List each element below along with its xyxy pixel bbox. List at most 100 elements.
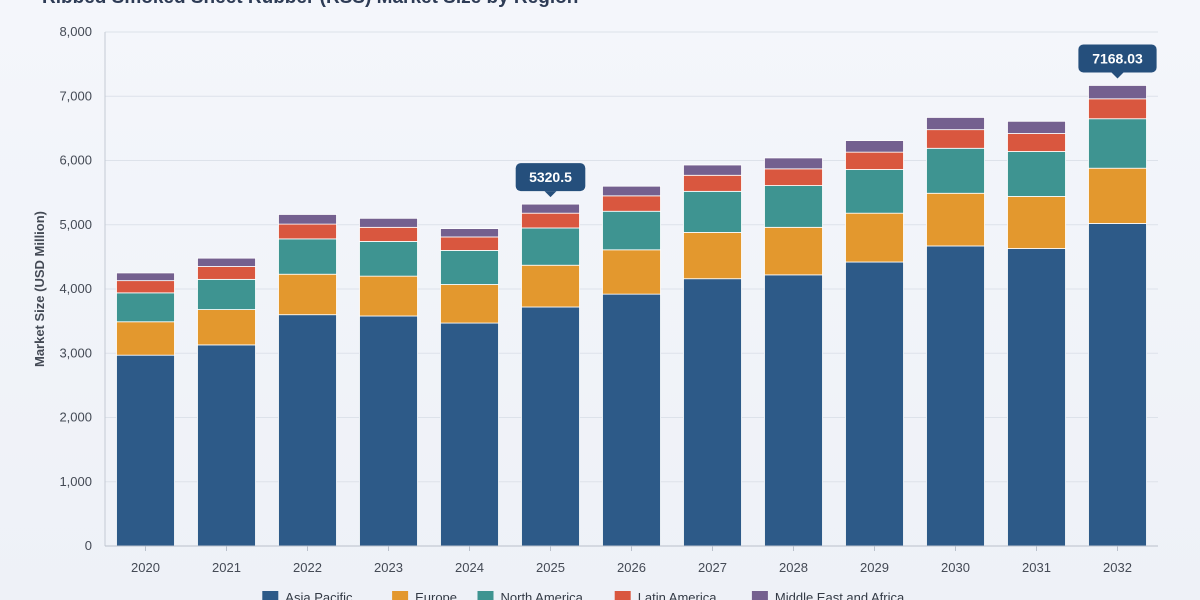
legend-label: Asia Pacific [285, 590, 353, 600]
bar-stack-2027[interactable] [683, 164, 742, 547]
bar-segment-middle-east-and-africa[interactable] [926, 117, 985, 131]
bar-stack-2031[interactable] [1007, 120, 1066, 547]
bar-segment-middle-east-and-africa[interactable] [1088, 85, 1147, 100]
bar-segment-middle-east-and-africa[interactable] [521, 203, 580, 214]
bar-segment-north-america[interactable] [197, 278, 256, 310]
y-tick-label: 6,000 [59, 153, 92, 168]
callout-box [1078, 44, 1157, 73]
bar-segment-asia-pacific[interactable] [440, 322, 499, 547]
bar-segment-europe[interactable] [359, 275, 418, 317]
bar-segment-latin-america[interactable] [683, 174, 742, 192]
bar-segment-asia-pacific[interactable] [359, 315, 418, 547]
bar-segment-north-america[interactable] [521, 227, 580, 266]
bar-segment-latin-america[interactable] [278, 223, 337, 240]
bar-stack-2024[interactable] [440, 228, 499, 547]
x-tick-label: 2023 [374, 560, 403, 575]
bar-stack-2023[interactable] [359, 217, 418, 547]
legend-item-middle-east-and-africa[interactable]: Middle East and Africa [751, 590, 905, 600]
bar-segment-asia-pacific[interactable] [602, 293, 661, 547]
legend-item-asia-pacific[interactable]: Asia Pacific [262, 590, 353, 600]
bar-segment-latin-america[interactable] [1007, 133, 1066, 152]
x-tick-label: 2024 [455, 560, 484, 575]
bar-segment-latin-america[interactable] [440, 236, 499, 251]
bar-stack-2030[interactable] [926, 117, 985, 547]
bar-segment-north-america[interactable] [764, 185, 823, 228]
x-tick-label: 2032 [1103, 560, 1132, 575]
bar-segment-asia-pacific[interactable] [1088, 223, 1147, 547]
y-tick-label: 3,000 [59, 345, 92, 360]
bar-stack-2021[interactable] [197, 257, 256, 547]
callout-value: 7168.03 [1092, 50, 1143, 66]
bar-segment-asia-pacific[interactable] [1007, 248, 1066, 547]
bar-segment-middle-east-and-africa[interactable] [602, 185, 661, 197]
bar-segment-middle-east-and-africa[interactable] [683, 164, 742, 176]
x-tick-label: 2027 [698, 560, 727, 575]
bar-segment-middle-east-and-africa[interactable] [764, 157, 823, 170]
bar-segment-asia-pacific[interactable] [521, 306, 580, 547]
bar-segment-europe[interactable] [278, 273, 337, 316]
bar-segment-north-america[interactable] [1007, 151, 1066, 197]
bar-stack-2029[interactable] [845, 140, 904, 547]
callout-pointer [544, 191, 557, 198]
bar-stack-2026[interactable] [602, 185, 661, 547]
bar-segment-latin-america[interactable] [521, 212, 580, 229]
bar-segment-middle-east-and-africa[interactable] [440, 228, 499, 238]
bar-segment-middle-east-and-africa[interactable] [1007, 120, 1066, 134]
bar-segment-north-america[interactable] [440, 250, 499, 285]
bar-segment-north-america[interactable] [602, 210, 661, 251]
bar-segment-europe[interactable] [440, 284, 499, 324]
bar-segment-latin-america[interactable] [1088, 98, 1147, 120]
bar-segment-latin-america[interactable] [764, 168, 823, 186]
bar-segment-europe[interactable] [521, 264, 580, 308]
legend-item-latin-america[interactable]: Latin America [614, 590, 718, 600]
bar-segment-latin-america[interactable] [602, 195, 661, 212]
legend-item-north-america[interactable]: North America [477, 590, 584, 600]
legend-item-europe[interactable]: Europe [392, 590, 457, 600]
bar-segment-asia-pacific[interactable] [197, 344, 256, 547]
bar-segment-europe[interactable] [1007, 196, 1066, 249]
x-tick-label: 2030 [941, 560, 970, 575]
bar-segment-asia-pacific[interactable] [278, 314, 337, 547]
bar-stack-2028[interactable] [764, 157, 823, 547]
bar-segment-asia-pacific[interactable] [683, 278, 742, 547]
bar-segment-asia-pacific[interactable] [926, 245, 985, 547]
bar-segment-middle-east-and-africa[interactable] [197, 257, 256, 267]
bar-segment-latin-america[interactable] [197, 266, 256, 280]
bar-segment-north-america[interactable] [116, 292, 175, 323]
bar-stack-2020[interactable] [116, 272, 175, 547]
bar-segment-latin-america[interactable] [926, 129, 985, 149]
bar-segment-north-america[interactable] [683, 190, 742, 233]
bar-segment-latin-america[interactable] [845, 151, 904, 170]
bar-segment-europe[interactable] [116, 321, 175, 356]
bar-segment-europe[interactable] [926, 192, 985, 247]
legend[interactable]: Asia Pacific Europe North America Latin Ame… [262, 590, 905, 600]
bar-segment-europe[interactable] [764, 226, 823, 276]
bar-segment-asia-pacific[interactable] [845, 261, 904, 547]
y-tick-label: 2,000 [59, 410, 92, 425]
bar-segment-north-america[interactable] [1088, 118, 1147, 169]
bar-segment-europe[interactable] [197, 309, 256, 346]
bar-segment-north-america[interactable] [926, 147, 985, 194]
bar-segment-middle-east-and-africa[interactable] [845, 140, 904, 153]
bar-segment-north-america[interactable] [845, 169, 904, 214]
bar-stack-2032[interactable] [1088, 85, 1147, 547]
bar-segment-europe[interactable] [1088, 167, 1147, 224]
bar-segment-middle-east-and-africa[interactable] [116, 272, 175, 282]
legend-swatch [751, 591, 768, 600]
bar-segment-asia-pacific[interactable] [764, 274, 823, 547]
bar-segment-north-america[interactable] [278, 238, 337, 275]
callout-box [515, 163, 586, 192]
bar-segment-north-america[interactable] [359, 241, 418, 277]
x-axis: 2020 2021 2022 2023 2024 2025 2026 2027 2028 2029… [105, 545, 1158, 575]
bar-segment-middle-east-and-africa[interactable] [278, 214, 337, 225]
bar-segment-europe[interactable] [845, 212, 904, 263]
bar-segment-europe[interactable] [602, 249, 661, 295]
bar-segment-europe[interactable] [683, 232, 742, 280]
bar-stack-2025[interactable] [521, 203, 580, 547]
bar-stack-2022[interactable] [278, 214, 337, 547]
bar-segment-middle-east-and-africa[interactable] [359, 217, 418, 228]
bar-segment-asia-pacific[interactable] [116, 354, 175, 547]
bar-segment-latin-america[interactable] [359, 226, 418, 242]
bar-segment-latin-america[interactable] [116, 280, 175, 294]
